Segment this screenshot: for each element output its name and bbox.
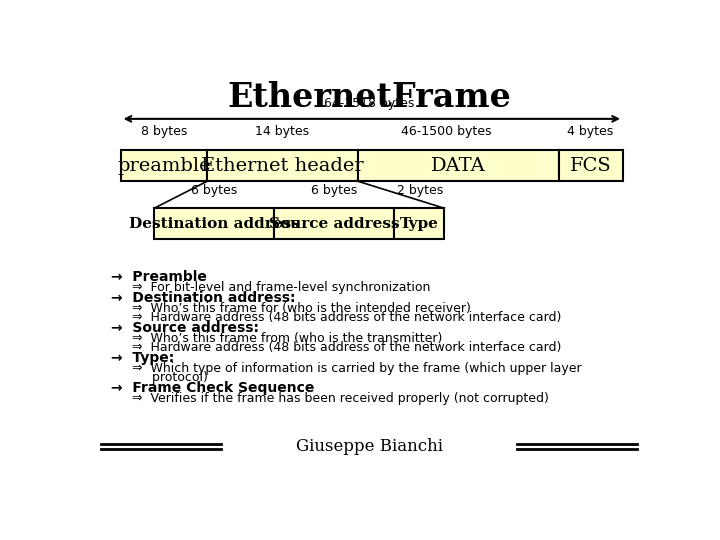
Text: →  Type:: → Type:	[111, 352, 174, 366]
Text: protocol): protocol)	[132, 371, 208, 384]
Text: ⇒  Who’s this frame for (who is the intended receiver): ⇒ Who’s this frame for (who is the inten…	[132, 301, 471, 314]
Text: 2 bytes: 2 bytes	[397, 184, 443, 197]
Text: 6 bytes: 6 bytes	[191, 184, 237, 197]
Text: EthernetFrame: EthernetFrame	[227, 82, 511, 114]
Text: DATA: DATA	[431, 157, 486, 174]
Bar	[274, 208, 394, 239]
Text: →  Frame Check Sequence: → Frame Check Sequence	[111, 381, 315, 395]
Text: ⇒  Who’s this frame from (who is the transmitter): ⇒ Who’s this frame from (who is the tran…	[132, 332, 442, 345]
Bar	[207, 150, 358, 181]
Text: 4 bytes: 4 bytes	[567, 125, 613, 138]
Text: ⇒  Hardware address (48 bits address of the network interface card): ⇒ Hardware address (48 bits address of t…	[132, 341, 561, 354]
Text: 64-1518 bytes: 64-1518 bytes	[324, 97, 414, 110]
Text: ⇒  Which type of information is carried by the frame (which upper layer: ⇒ Which type of information is carried b…	[132, 362, 582, 375]
Text: 46-1500 bytes: 46-1500 bytes	[401, 125, 491, 138]
Bar	[154, 208, 274, 239]
Bar	[394, 208, 444, 239]
Text: Source address: Source address	[269, 217, 400, 231]
Text: →  Source address:: → Source address:	[111, 321, 259, 335]
Text: preamble: preamble	[117, 157, 211, 174]
Text: Ethernet header: Ethernet header	[201, 157, 364, 174]
Text: Type: Type	[400, 217, 438, 231]
Text: ⇒  Hardware address (48 bits address of the network interface card): ⇒ Hardware address (48 bits address of t…	[132, 311, 561, 324]
Text: Giuseppe Bianchi: Giuseppe Bianchi	[295, 438, 443, 455]
Text: Destination address: Destination address	[129, 217, 300, 231]
Text: 14 bytes: 14 bytes	[256, 125, 310, 138]
Text: 6 bytes: 6 bytes	[311, 184, 357, 197]
Bar	[121, 150, 207, 181]
Text: FCS: FCS	[570, 157, 611, 174]
Text: 8 bytes: 8 bytes	[141, 125, 187, 138]
Text: ⇒  For bit-level and frame-level synchronization: ⇒ For bit-level and frame-level synchron…	[132, 281, 431, 294]
Bar	[358, 150, 559, 181]
Text: →  Destination address:: → Destination address:	[111, 291, 296, 305]
Text: ⇒  Verifies if the frame has been received properly (not corrupted): ⇒ Verifies if the frame has been receive…	[132, 392, 549, 405]
Bar	[559, 150, 623, 181]
Text: →  Preamble: → Preamble	[111, 270, 207, 284]
